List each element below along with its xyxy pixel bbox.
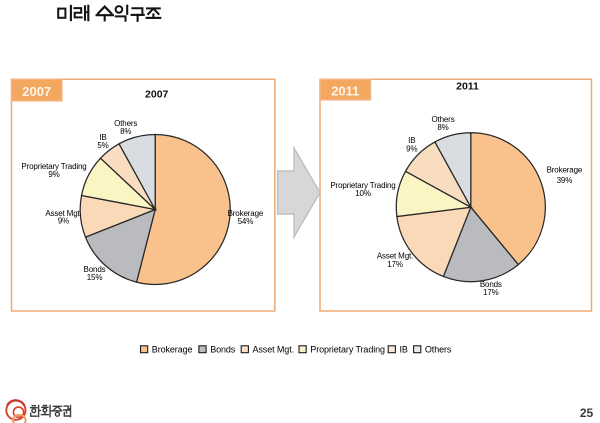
svg-text:2011: 2011 (331, 83, 359, 98)
svg-text:8%: 8% (437, 123, 448, 132)
svg-text:17%: 17% (387, 260, 403, 269)
svg-text:Others: Others (425, 345, 452, 355)
svg-text:Others: Others (431, 115, 454, 124)
svg-text:Brokerage: Brokerage (228, 209, 264, 218)
svg-text:Asset Mgt.: Asset Mgt. (377, 252, 413, 261)
svg-text:54%: 54% (238, 217, 254, 226)
svg-text:9%: 9% (48, 170, 59, 179)
svg-text:5%: 5% (97, 141, 108, 150)
svg-text:8%: 8% (120, 127, 131, 136)
svg-text:Brokerage: Brokerage (152, 345, 193, 355)
svg-text:39%: 39% (557, 176, 573, 185)
svg-text:Proprietary Trading: Proprietary Trading (310, 345, 385, 355)
svg-text:IB: IB (400, 345, 408, 355)
svg-text:Proprietary Trading: Proprietary Trading (21, 162, 86, 171)
svg-text:Bonds: Bonds (84, 265, 106, 274)
svg-text:IB: IB (408, 136, 415, 145)
svg-text:17%: 17% (483, 288, 499, 297)
svg-text:2011: 2011 (456, 81, 479, 93)
svg-text:10%: 10% (355, 189, 371, 198)
svg-text:25: 25 (580, 406, 594, 420)
svg-text:Asset Mgt.: Asset Mgt. (45, 209, 81, 218)
svg-text:2007: 2007 (145, 89, 169, 101)
svg-text:9%: 9% (406, 145, 417, 154)
svg-text:15%: 15% (87, 273, 103, 282)
svg-text:Brokerage: Brokerage (547, 166, 583, 175)
svg-text:Bonds: Bonds (210, 345, 236, 355)
svg-text:2007: 2007 (22, 84, 51, 99)
svg-text:Asset Mgt.: Asset Mgt. (253, 345, 295, 355)
svg-text:IB: IB (99, 133, 106, 142)
svg-text:Proprietary Trading: Proprietary Trading (330, 181, 395, 190)
svg-text:Others: Others (114, 119, 137, 128)
svg-text:9%: 9% (58, 217, 69, 226)
svg-text:Bonds: Bonds (480, 280, 502, 289)
